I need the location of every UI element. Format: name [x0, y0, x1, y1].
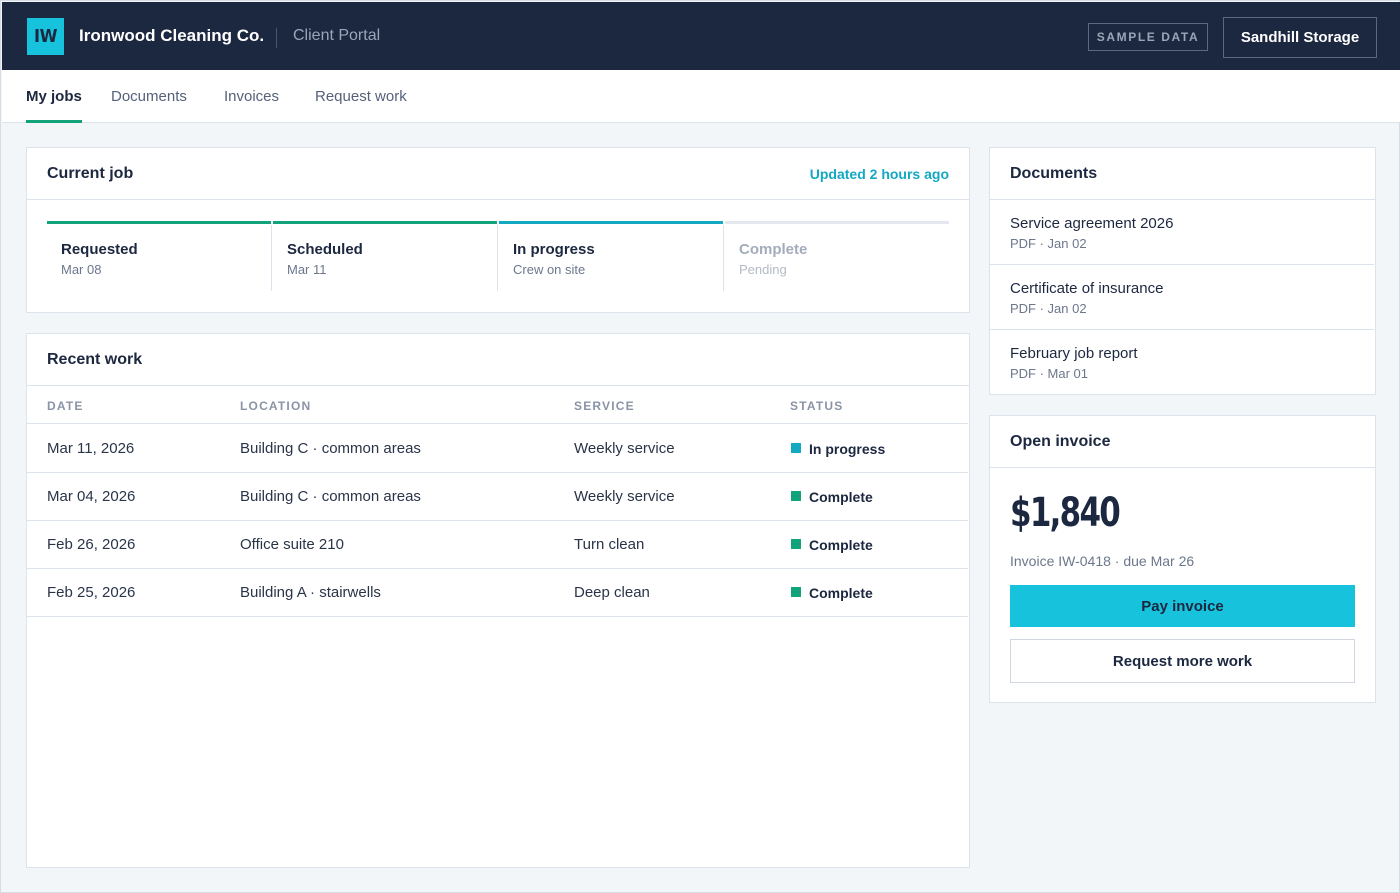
step-status: Crew on site [513, 262, 586, 277]
row-date: Feb 26, 2026 [47, 536, 136, 553]
recent-work-card: Recent work DATE LOCATION SERVICE STATUS… [26, 333, 970, 868]
tab-my-jobs[interactable]: My jobs [26, 88, 82, 123]
row-location: Office suite 210 [240, 536, 344, 553]
tab-bar: My jobs Documents Invoices Request work [2, 70, 1400, 123]
tab-request-work[interactable]: Request work [315, 88, 407, 105]
tab-invoices[interactable]: Invoices [224, 88, 280, 105]
status-badge: Complete [809, 489, 873, 505]
row-service: Weekly service [574, 488, 675, 505]
step-divider [271, 225, 272, 291]
step-divider [723, 225, 724, 291]
step-label: Requested [61, 241, 138, 258]
step-label: Scheduled [287, 241, 363, 258]
status-indicator [791, 539, 801, 549]
current-job-card: Current job Updated 2 hours ago Requeste… [26, 147, 970, 313]
brand-divider [276, 28, 277, 48]
row-service: Turn clean [574, 536, 645, 553]
document-item[interactable]: Service agreement 2026 PDF · Jan 02 [990, 200, 1374, 265]
account-button[interactable]: Sandhill Storage [1223, 17, 1377, 58]
row-location: Building C · common areas [240, 488, 421, 505]
document-name: February job report [1010, 345, 1138, 362]
request-more-work-button[interactable]: Request more work [1010, 639, 1355, 683]
updated-timestamp: Updated 2 hours ago [809, 165, 949, 182]
step-bar [725, 221, 949, 224]
row-location: Building C · common areas [240, 440, 421, 457]
step-requested: Requested Mar 08 [47, 221, 272, 291]
step-date: Mar 08 [61, 262, 102, 277]
tab-documents[interactable]: Documents [111, 88, 187, 105]
step-complete: Complete Pending [725, 221, 950, 291]
table-row[interactable]: Feb 25, 2026 Building A · stairwells Dee… [27, 569, 968, 617]
row-location: Building A · stairwells [240, 584, 381, 601]
document-meta: PDF · Jan 02 [1010, 301, 1087, 316]
document-meta: PDF · Mar 01 [1010, 366, 1089, 381]
company-name: Ironwood Cleaning Co. [79, 26, 265, 45]
document-name: Certificate of insurance [1010, 280, 1164, 297]
column-date: DATE [47, 399, 84, 413]
step-bar [47, 221, 271, 224]
step-bar [273, 221, 497, 224]
pay-invoice-button[interactable]: Pay invoice [1010, 585, 1355, 627]
current-job-title: Current job [47, 164, 134, 182]
job-progress-steps: Requested Mar 08 Scheduled Mar 11 In pro… [47, 221, 950, 291]
table-row[interactable]: Feb 26, 2026 Office suite 210 Turn clean… [27, 521, 968, 569]
document-name: Service agreement 2026 [1010, 215, 1174, 232]
step-label: In progress [513, 241, 595, 258]
invoice-meta: Invoice IW-0418 · due Mar 26 [1010, 553, 1195, 569]
portal-label: Client Portal [293, 27, 381, 44]
company-logo: IW [27, 18, 64, 55]
row-date: Mar 11, 2026 [47, 440, 135, 457]
step-date: Mar 11 [287, 262, 327, 277]
open-invoice-title: Open invoice [1010, 432, 1111, 450]
step-label: Complete [739, 241, 808, 258]
status-indicator [791, 587, 801, 597]
recent-work-title: Recent work [47, 350, 143, 368]
invoice-amount: $1,840 [1010, 490, 1121, 536]
status-indicator [791, 443, 801, 453]
open-invoice-card: Open invoice $1,840 Invoice IW-0418 · du… [989, 415, 1376, 703]
status-badge: Complete [809, 537, 873, 553]
row-date: Mar 04, 2026 [47, 488, 136, 505]
sample-data-badge: SAMPLE DATA [1088, 23, 1208, 51]
row-date: Feb 25, 2026 [47, 584, 136, 601]
top-bar: IW Ironwood Cleaning Co. Client Portal S… [2, 2, 1400, 70]
document-item[interactable]: February job report PDF · Mar 01 [990, 330, 1374, 395]
row-service: Deep clean [574, 584, 650, 601]
document-meta: PDF · Jan 02 [1010, 236, 1087, 251]
status-badge: Complete [809, 585, 873, 601]
step-in-progress: In progress Crew on site [499, 221, 724, 291]
step-bar [499, 221, 723, 224]
column-status: STATUS [790, 399, 844, 413]
column-location: LOCATION [240, 399, 312, 413]
column-service: SERVICE [574, 399, 635, 413]
document-item[interactable]: Certificate of insurance PDF · Jan 02 [990, 265, 1374, 330]
status-indicator [791, 491, 801, 501]
documents-card: Documents Service agreement 2026 PDF · J… [989, 147, 1376, 395]
step-status: Pending [739, 262, 787, 277]
table-header: DATE LOCATION SERVICE STATUS [27, 386, 968, 424]
documents-title: Documents [1010, 164, 1098, 182]
step-divider [497, 225, 498, 291]
table-row[interactable]: Mar 04, 2026 Building C · common areas W… [27, 473, 968, 521]
row-service: Weekly service [574, 440, 675, 457]
table-row[interactable]: Mar 11, 2026 Building C · common areas W… [27, 425, 968, 473]
status-badge: In progress [809, 441, 886, 457]
step-scheduled: Scheduled Mar 11 [273, 221, 498, 291]
